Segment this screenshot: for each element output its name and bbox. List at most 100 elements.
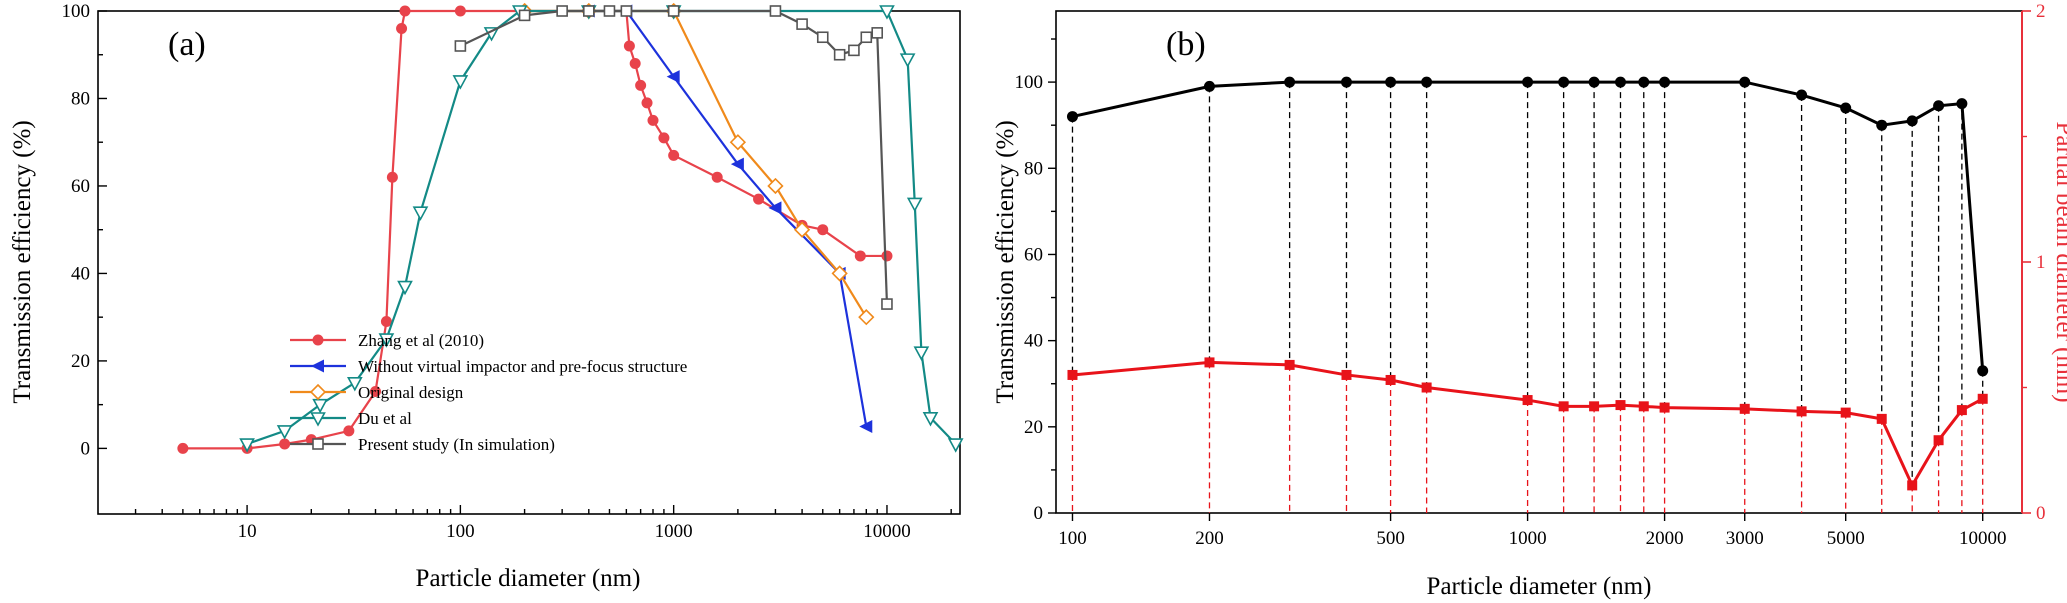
chart-a-data-point	[177, 442, 189, 454]
chart-b-data-point	[1385, 374, 1396, 385]
chart-b-plot-frame	[1055, 10, 2023, 514]
chart-a-data-point	[816, 31, 829, 44]
chart-a-data-point	[768, 201, 782, 215]
chart-b-series-line	[1072, 360, 1984, 489]
chart-a-data-point	[629, 57, 641, 69]
chart-b-y-tick-label: 0	[1034, 503, 1044, 524]
chart-b-y-tick-label: 20	[1024, 417, 1043, 438]
chart-a: (a) 10 100 1000 10000 0 20 40 60 80 100 Particle …	[9, 1, 964, 592]
chart-a-x-tick-label: 10	[238, 521, 257, 542]
chart-b-data-point	[1796, 406, 1807, 417]
chart-b-right-axis-label: Partial beam diameter (mm)	[2051, 121, 2067, 402]
chart-a-series-line	[524, 9, 868, 318]
chart-a-data-point	[276, 425, 293, 440]
chart-a-data-point	[793, 221, 811, 238]
chart-a-data-point	[346, 376, 363, 392]
chart-b-data-point	[1907, 480, 1918, 491]
chart-a-data-point	[312, 398, 328, 414]
chart-a-data-point	[871, 27, 884, 39]
chart-b-data-point	[1876, 119, 1888, 131]
chart-a-data-point	[647, 114, 659, 126]
chart-a-x-tick-label: 1000	[655, 521, 693, 542]
chart-a-y-tick-label: 80	[71, 88, 90, 109]
chart-b-data-point	[1956, 405, 1967, 416]
chart-b-data-point	[1421, 382, 1432, 393]
chart-a-legend-marker	[311, 359, 324, 373]
chart-b-data-point	[1739, 76, 1751, 88]
chart-b-data-point	[1522, 76, 1534, 88]
chart-a-legend-marker	[312, 438, 324, 450]
chart-b-series-0	[1066, 76, 1989, 377]
chart-a-y-tick-label: 40	[71, 263, 90, 284]
chart-a-axes: 10 100 1000 10000 0 20 40 60 80 100	[62, 1, 952, 542]
chart-a-x-tick-label: 100	[446, 521, 475, 542]
chart-b-y-tick-label: 100	[1015, 72, 1044, 93]
chart-a-data-point	[922, 411, 939, 427]
chart-a-series-2	[516, 2, 875, 326]
chart-b-right-y-tick-label: 0	[2036, 503, 2046, 524]
chart-a-data-point	[753, 193, 765, 205]
chart-a-data-point	[899, 53, 916, 68]
chart-a-legend-label: Without virtual impactor and pre-focus s…	[358, 357, 687, 376]
chart-a-legend-marker	[310, 412, 326, 427]
chart-a-data-point	[396, 22, 408, 34]
chart-b: (b) 100 200 500 1000 2000 3000 5000 10000020406…	[992, 1, 2067, 600]
chart-b-data-point	[1589, 401, 1600, 412]
chart-b-panel-label: (b)	[1166, 26, 1206, 63]
chart-b-data-point	[1522, 395, 1533, 406]
chart-a-series-layer	[177, 2, 964, 454]
chart-b-data-point	[1876, 413, 1887, 424]
chart-b-data-point	[1933, 435, 1944, 446]
chart-b-x-tick-label: 2000	[1646, 528, 1684, 549]
chart-b-data-point	[1906, 115, 1918, 127]
chart-b-right-y-tick-label: 1	[2036, 252, 2046, 273]
chart-b-data-point	[1284, 76, 1296, 88]
chart-a-series-3	[239, 5, 964, 453]
chart-b-data-point	[1638, 76, 1650, 88]
chart-b-data-point	[1204, 357, 1215, 368]
chart-a-data-point	[279, 438, 291, 450]
chart-b-y-axis-label: Transmission efficiency (%)	[992, 120, 1019, 403]
chart-a-data-point	[370, 386, 382, 398]
chart-a-legend-marker	[309, 383, 327, 401]
chart-b-y-tick-label: 40	[1024, 331, 1043, 352]
chart-a-data-point	[518, 9, 531, 22]
chart-a-series-line	[182, 9, 887, 450]
chart-b-data-point	[1558, 76, 1570, 88]
chart-b-data-point	[1739, 403, 1750, 414]
chart-b-data-point	[1840, 407, 1851, 418]
chart-b-data-point	[1421, 76, 1433, 88]
chart-a-data-point	[386, 171, 398, 183]
chart-b-x-tick-label: 10000	[1959, 528, 2007, 549]
chart-a-data-point	[378, 333, 395, 348]
chart-b-data-point	[1615, 400, 1626, 411]
chart-a-data-point	[730, 157, 744, 171]
chart-a-data-point	[817, 224, 829, 236]
chart-a-series-0	[177, 5, 893, 454]
chart-a-data-point	[833, 48, 846, 61]
chart-b-x-tick-label: 100	[1058, 528, 1087, 549]
chart-b-x-tick-label: 200	[1195, 528, 1224, 549]
chart-a-data-point	[711, 171, 723, 183]
chart-b-data-point	[1385, 76, 1397, 88]
chart-a-data-point	[667, 5, 680, 17]
chart-b-data-point	[1977, 393, 1988, 404]
chart-a-data-point	[858, 309, 875, 326]
chart-a-data-point	[452, 75, 469, 90]
chart-a-data-point	[454, 5, 466, 17]
chart-a-legend-label: Original design	[358, 383, 464, 402]
chart-a-data-point	[582, 5, 595, 17]
chart-a-data-point	[729, 134, 747, 151]
chart-b-data-point	[1956, 98, 1968, 110]
chart-b-data-point	[1638, 401, 1649, 412]
chart-a-data-point	[454, 40, 467, 52]
chart-a-data-point	[668, 149, 680, 161]
chart-a-x-axis-label: Particle diameter (nm)	[416, 565, 641, 592]
chart-b-y-tick-label: 80	[1024, 158, 1043, 179]
chart-a-data-point	[947, 438, 964, 453]
chart-a-data-point	[796, 18, 808, 30]
chart-a-data-point	[881, 298, 893, 310]
chart-a-data-point	[620, 5, 633, 17]
chart-a-data-point	[641, 97, 653, 109]
